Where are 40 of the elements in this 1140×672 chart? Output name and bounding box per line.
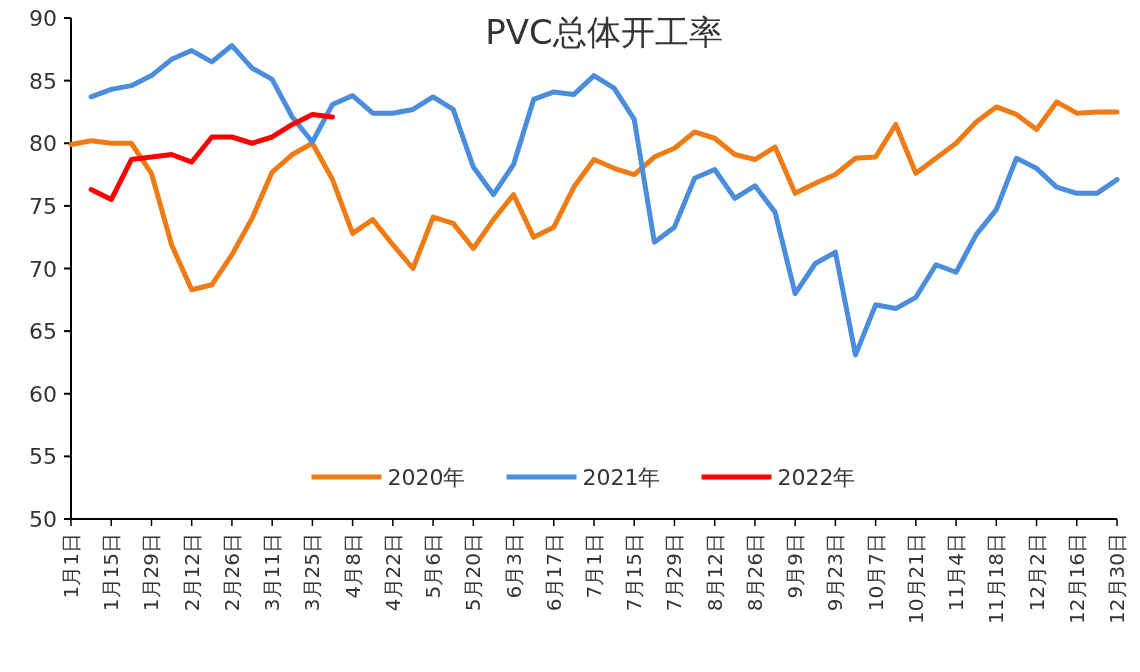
y-tick-label: 65	[29, 319, 57, 345]
y-tick-label: 60	[29, 381, 57, 407]
x-tick-label: 9月23日	[823, 533, 848, 612]
x-tick-label: 2月12日	[179, 533, 204, 612]
x-tick-label: 7月15日	[622, 533, 647, 612]
x-tick-label: 7月29日	[662, 533, 687, 612]
legend-label: 2020年	[387, 465, 466, 490]
x-tick-label: 1月29日	[139, 533, 164, 612]
x-tick-label: 8月12日	[702, 533, 727, 612]
x-tick-label: 1月1日	[59, 533, 83, 599]
y-tick-label: 70	[29, 256, 57, 282]
x-tick-label: 11月18日	[984, 533, 1009, 624]
chart-title: PVC总体开工率	[485, 12, 723, 52]
x-tick-label: 6月17日	[541, 533, 566, 612]
x-tick-label: 9月9日	[783, 533, 808, 599]
y-tick-label: 90	[29, 6, 57, 31]
x-tick-label: 6月3日	[501, 533, 526, 599]
x-tick-label: 5月6日	[421, 533, 446, 599]
legend-label: 2022年	[777, 465, 856, 490]
x-tick-label: 4月22日	[380, 533, 405, 612]
y-tick-label: 85	[29, 68, 57, 94]
x-tick-label: 2月26日	[219, 533, 244, 612]
x-tick-label: 7月1日	[582, 533, 606, 599]
y-tick-label: 55	[29, 444, 57, 470]
x-tick-label: 1月15日	[99, 533, 124, 612]
x-tick-label: 3月11日	[260, 533, 285, 612]
x-tick-label: 5月20日	[461, 533, 486, 612]
y-tick-label: 80	[29, 131, 57, 157]
x-tick-label: 12月16日	[1064, 533, 1089, 624]
x-tick-label: 10月7日	[863, 533, 888, 612]
x-tick-label: 10月21日	[903, 533, 928, 624]
x-tick-label: 3月25日	[300, 533, 325, 612]
legend-label: 2021年	[582, 465, 661, 490]
x-tick-label: 8月26日	[742, 533, 767, 612]
x-tick-label: 12月30日	[1105, 533, 1129, 624]
x-tick-label: 4月8日	[340, 533, 365, 599]
y-tick-label: 75	[29, 193, 57, 219]
x-tick-label: 11月4日	[944, 533, 969, 612]
y-tick-label: 50	[29, 507, 57, 532]
x-tick-label: 12月2日	[1024, 533, 1049, 612]
